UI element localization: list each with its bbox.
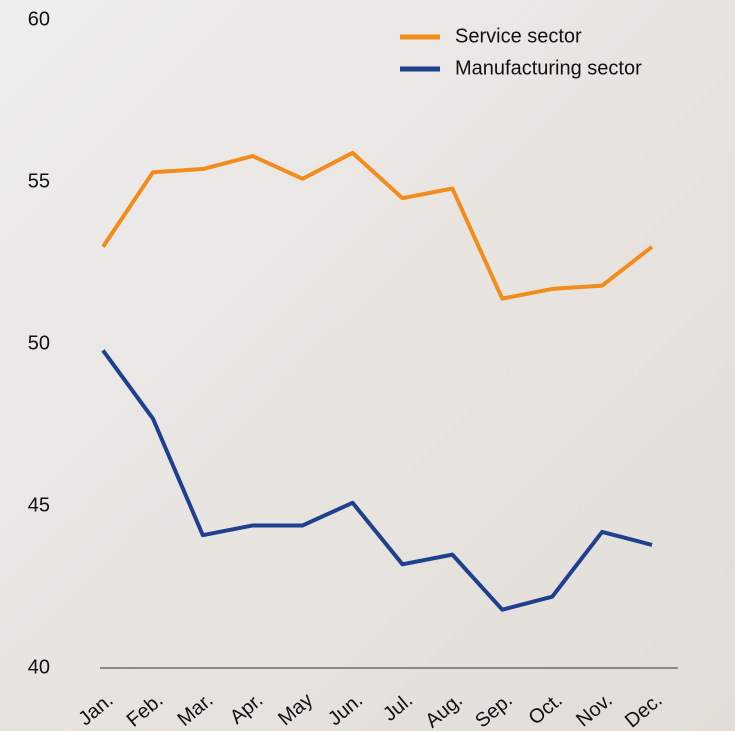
y-tick-label: 60	[28, 8, 50, 30]
series-line	[101, 349, 653, 612]
y-tick-label: 55	[28, 170, 50, 192]
series-line	[101, 150, 654, 301]
legend-label: Service sector	[455, 25, 582, 47]
legend-label: Manufacturing sector	[455, 57, 642, 79]
y-tick-label: 50	[28, 332, 50, 354]
y-tick-label: 45	[28, 494, 50, 516]
y-tick-label: 40	[28, 656, 50, 678]
